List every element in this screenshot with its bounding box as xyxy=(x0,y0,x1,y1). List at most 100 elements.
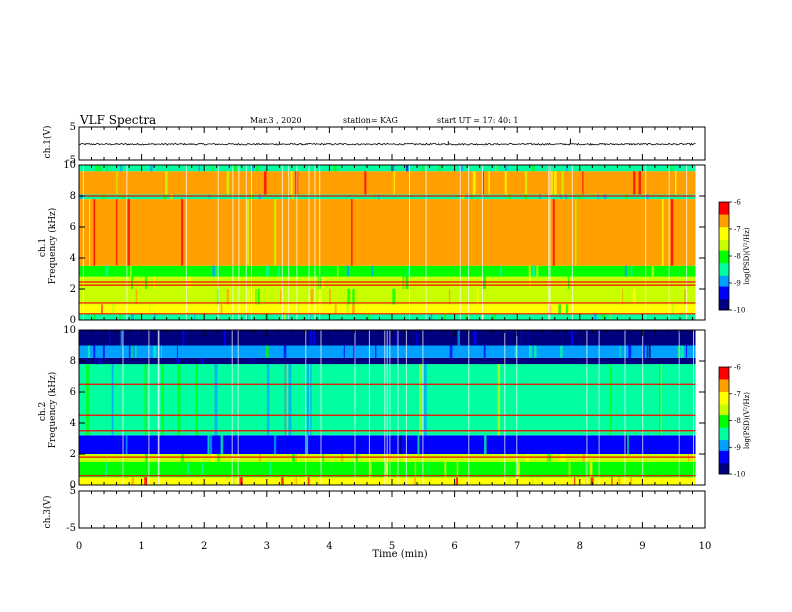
spectrum-streak xyxy=(273,435,277,454)
ch1-spectrogram-panel: 0 2 4 6 8 10 xyxy=(63,160,706,326)
spectrum-streak xyxy=(665,345,667,358)
spectrum-gap xyxy=(571,165,573,320)
spectrum-streak xyxy=(128,357,131,365)
y-tick-label: -5 xyxy=(66,523,76,534)
colorbar-segment xyxy=(719,295,729,298)
spectrum-streak xyxy=(136,357,140,365)
spectrum-streak xyxy=(163,194,166,200)
spectrum-gap xyxy=(668,165,670,320)
spectrum-streak xyxy=(376,165,378,172)
spectrum-streak xyxy=(594,357,598,365)
spectrum-streak xyxy=(488,171,490,195)
spectrum-gap xyxy=(389,330,391,485)
spectrum-streak xyxy=(323,435,327,454)
spectrum-streak xyxy=(578,194,581,200)
spectrum-streak xyxy=(119,357,122,365)
spectrum-streak xyxy=(377,304,380,314)
spectrum-streak xyxy=(347,477,350,485)
spectrum-streak xyxy=(119,313,122,320)
spectrum-streak xyxy=(619,345,621,358)
spectrum-streak xyxy=(419,364,422,436)
spectrum-streak xyxy=(96,357,98,365)
ch2-frequency-label: ch.2 Frequency (kHz) xyxy=(38,372,58,449)
colorbar-segment xyxy=(719,220,729,223)
colorbar-tick-label: -9 xyxy=(734,444,741,452)
colorbar-segment xyxy=(719,427,729,430)
colorbar-segment xyxy=(719,379,729,382)
colorbar-segment xyxy=(719,447,729,450)
spectrum-streak xyxy=(399,171,402,195)
spectrum-streak xyxy=(220,304,223,314)
colorbar-segment xyxy=(719,424,729,427)
waveform-trace xyxy=(78,142,696,146)
colorbar-segment xyxy=(719,454,729,457)
spectrum-streak xyxy=(132,313,134,320)
spectrum-streak xyxy=(145,454,148,462)
spectrum-streak xyxy=(675,330,678,346)
spectrum-streak xyxy=(563,454,566,462)
spectrum-streak xyxy=(505,165,507,172)
spectrum-streak xyxy=(589,461,593,478)
spectrum-streak xyxy=(455,477,458,485)
ch1-channel-name: ch.1 xyxy=(38,238,48,257)
spectrum-gap xyxy=(232,165,234,320)
spectrum-streak xyxy=(618,477,621,485)
spectrum-streak xyxy=(403,454,407,462)
spectrum-streak xyxy=(399,435,402,454)
ch2-frequency-unit: Frequency (kHz) xyxy=(47,372,58,449)
spectrum-streak xyxy=(680,345,683,358)
spectrum-streak xyxy=(661,477,663,485)
spectrum-gap xyxy=(185,165,187,320)
spectrum-streak xyxy=(307,477,310,485)
spectrum-streak xyxy=(392,165,395,172)
spectrum-streak xyxy=(242,265,245,277)
colorbar-segment xyxy=(719,265,729,268)
spectrum-streak xyxy=(179,276,181,289)
spectrum-streak xyxy=(277,265,281,277)
x-axis-label: Time (min) xyxy=(372,549,427,560)
spectrum-streak xyxy=(447,357,449,365)
spectrum-streak xyxy=(139,265,142,277)
y-tick-label: 2 xyxy=(70,449,76,460)
figure-title: VLF Spectra xyxy=(79,113,156,127)
spectrum-streak xyxy=(371,265,374,277)
spectrum-streak xyxy=(276,357,279,365)
spectrum-streak xyxy=(125,435,128,454)
ch1-frequency-unit: Frequency (kHz) xyxy=(47,208,58,285)
spectrum-streak xyxy=(551,171,553,195)
spectrum-streak xyxy=(677,289,680,305)
spectrum-streak xyxy=(334,304,337,314)
spectrum-streak xyxy=(427,313,429,320)
spectrum-streak xyxy=(493,313,496,320)
colorbar-segment xyxy=(719,375,729,379)
colorbar-segment xyxy=(719,370,729,373)
spectrum-streak xyxy=(106,165,109,172)
spectrum-streak xyxy=(541,435,544,454)
colorbar-segment xyxy=(719,241,729,244)
spectrum-streak xyxy=(414,304,416,314)
spectrum-streak xyxy=(79,435,82,454)
spectrum-streak xyxy=(163,477,166,485)
colorbar-segment xyxy=(719,243,729,246)
spectrum-streak xyxy=(91,454,93,462)
spectrum-streak xyxy=(154,276,157,289)
colorbar-segment xyxy=(719,406,729,409)
spectrum-streak xyxy=(494,357,496,365)
spectrum-streak xyxy=(257,289,260,305)
colorbar-segment xyxy=(719,225,729,228)
spectrum-streak xyxy=(469,276,472,289)
colorbar-segment xyxy=(719,372,729,375)
spectrum-streak xyxy=(651,265,655,277)
spectrum-streak xyxy=(158,461,162,478)
spectrum-streak xyxy=(275,165,278,172)
spectrum-streak xyxy=(144,304,147,314)
spectrum-streak xyxy=(565,304,569,314)
spectrum-streak xyxy=(255,289,257,305)
spectrum-streak xyxy=(181,199,184,266)
spectrum-streak xyxy=(351,199,353,266)
spectrum-streak xyxy=(625,435,628,454)
colorbar-segment xyxy=(719,301,729,304)
spectrum-gap xyxy=(217,165,219,320)
colorbar-segment xyxy=(719,232,729,235)
